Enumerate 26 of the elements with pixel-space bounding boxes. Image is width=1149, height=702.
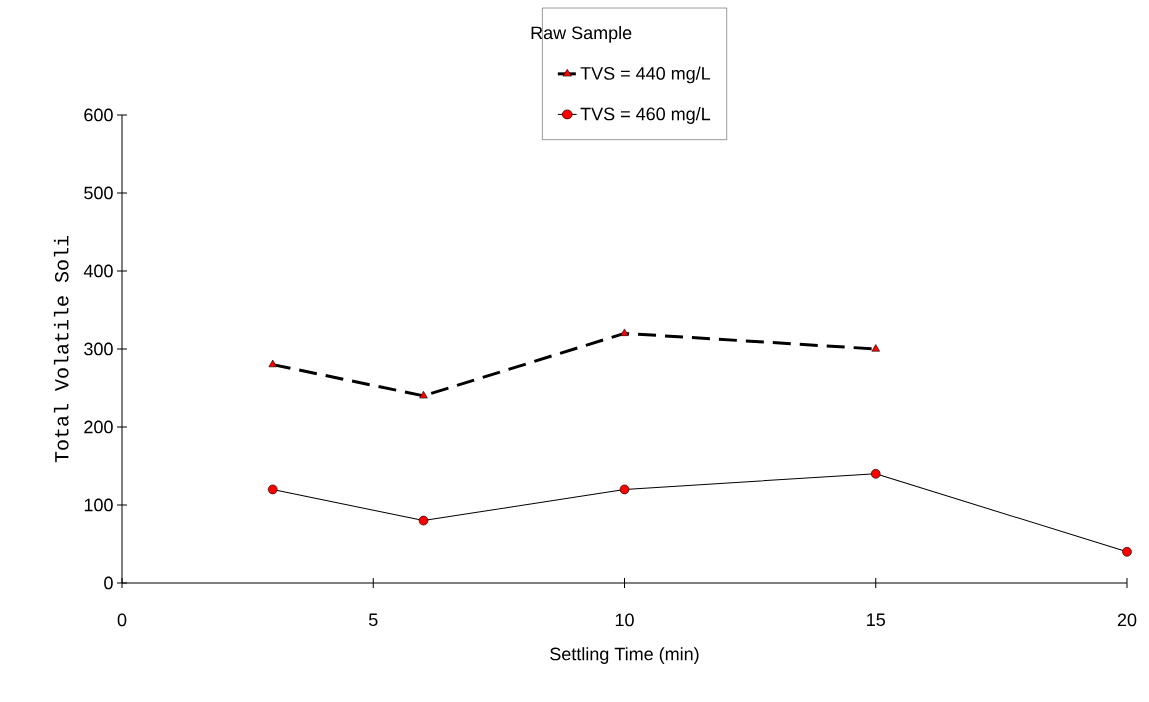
point xyxy=(267,484,278,495)
legend-label: TVS = 460 mg/L xyxy=(580,107,711,124)
point xyxy=(1122,547,1132,557)
y-tick-label: 500 xyxy=(84,186,113,200)
point xyxy=(418,515,429,526)
x-tick-label: 10 xyxy=(615,613,634,627)
point xyxy=(419,391,428,399)
y-tick-label: 600 xyxy=(84,108,113,122)
x-tick-label: 0 xyxy=(117,613,127,627)
y-tick-label: 300 xyxy=(84,342,113,356)
point xyxy=(871,344,880,352)
x-tick-label: 20 xyxy=(1117,613,1137,627)
x-axis-title: Settling Time (min) xyxy=(550,647,699,664)
x-tick-label: 5 xyxy=(368,613,378,627)
y-tick-label: 0 xyxy=(104,576,113,590)
point xyxy=(619,484,630,495)
legend-title: Raw Sample xyxy=(531,26,632,43)
y-tick-label: 400 xyxy=(83,264,113,278)
point xyxy=(620,328,629,336)
legend-label: TVS = 440 mg/L xyxy=(580,66,711,84)
y-tick-label: 200 xyxy=(84,420,113,434)
y-tick-label: 100 xyxy=(84,498,113,512)
point xyxy=(268,359,277,368)
x-tick-label: 15 xyxy=(867,613,885,627)
point xyxy=(870,469,881,479)
y-axis-title: Total Volatile Soli xyxy=(53,236,69,463)
